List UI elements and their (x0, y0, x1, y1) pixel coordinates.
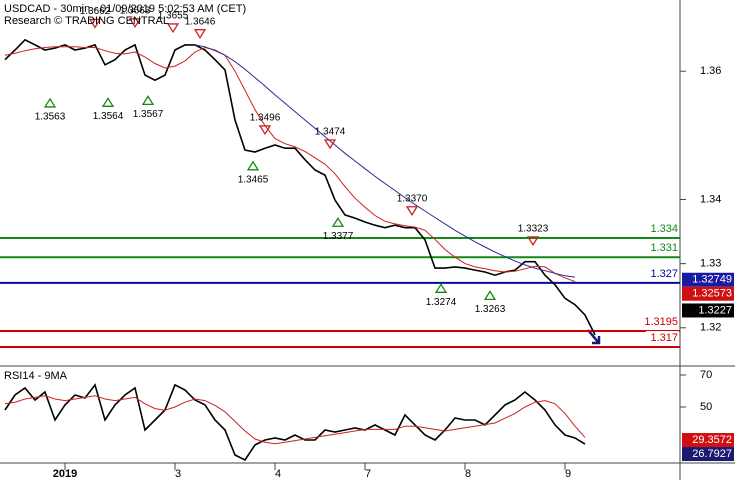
series-line (4, 38, 596, 336)
level-label-bg (646, 315, 679, 329)
y-tick-label: 70 (700, 369, 712, 381)
pivot-high-marker (88, 18, 102, 29)
level-label: 1.331 (650, 242, 678, 254)
pivot-low-marker (331, 217, 345, 227)
pivot-low-marker (246, 160, 260, 171)
pivot-label: 1.3662 (80, 6, 111, 17)
pivot-label: 1.3496 (250, 113, 281, 124)
pivot-high-marker (405, 206, 419, 216)
pivot-high-marker (258, 125, 272, 136)
chart-title: USDCAD - 30min - 01/09/2019 5:02:53 AM (… (4, 3, 246, 15)
level-label-bg (646, 241, 679, 255)
pivot-low-marker (483, 290, 497, 301)
level-label-bg (646, 266, 679, 280)
price-tag (682, 286, 734, 301)
price-tag (682, 447, 734, 462)
pivot-low-marker (43, 97, 57, 108)
pivot-label: 1.3655 (158, 11, 189, 22)
x-tick-label: 7 (365, 468, 371, 480)
y-tick-label: 1.34 (700, 193, 721, 205)
pivot-high-marker (526, 236, 540, 247)
pivot-label: 1.3663 (120, 5, 151, 16)
pivot-high-marker (128, 18, 142, 29)
price-tag (682, 433, 734, 448)
price-tag-label: 1.32749 (692, 274, 732, 286)
pivot-high-marker (193, 29, 207, 39)
level-label: 1.334 (650, 223, 678, 235)
pivot-label: 1.3646 (185, 16, 216, 27)
pivot-label: 1.3563 (35, 112, 66, 123)
pivot-label: 1.3377 (323, 231, 354, 242)
series-line (194, 44, 576, 278)
x-tick-label: 3 (175, 468, 181, 480)
series-line (4, 395, 586, 445)
level-label-bg (646, 331, 679, 345)
price-tag-label: 29.3572 (692, 434, 732, 446)
chart-title: RSI14 - 9MA (4, 370, 68, 382)
x-tick-label: 4 (275, 468, 281, 480)
pivot-label: 1.3465 (238, 174, 269, 185)
pivot-low-marker (434, 283, 448, 293)
x-tick-label: 2019 (53, 468, 77, 480)
y-tick-label: 1.33 (700, 258, 721, 270)
price-tag-label: 26.7927 (692, 448, 732, 460)
pivot-label: 1.3323 (518, 224, 549, 235)
series-line (4, 46, 576, 283)
pivot-label: 1.3474 (315, 127, 346, 138)
series-line (4, 383, 586, 462)
pivot-high-marker (323, 139, 337, 150)
y-tick-label: 1.36 (700, 65, 721, 77)
price-tag (682, 272, 734, 287)
pivot-label: 1.3370 (397, 193, 428, 204)
level-label-bg (646, 221, 679, 235)
chart-subtitle: Research © TRADING CENTRAL (4, 15, 169, 27)
x-tick-label: 9 (565, 468, 571, 480)
pivot-low-marker (141, 95, 155, 106)
price-tag-label: 1.3227 (698, 304, 732, 316)
pivot-label: 1.3567 (133, 109, 164, 120)
price-tag-label: 1.32573 (692, 288, 732, 300)
pivot-low-marker (101, 97, 115, 107)
level-label: 1.327 (650, 268, 678, 280)
level-label: 1.317 (650, 332, 678, 344)
price-tag (682, 303, 734, 318)
y-tick-label: 1.32 (700, 322, 721, 334)
pivot-label: 1.3274 (426, 297, 457, 308)
pivot-label: 1.3564 (93, 111, 124, 122)
y-tick-label: 50 (700, 401, 712, 413)
pivot-high-marker (166, 23, 180, 34)
level-label: 1.3195 (644, 316, 678, 328)
pivot-label: 1.3263 (475, 304, 506, 315)
x-tick-label: 8 (465, 468, 471, 480)
